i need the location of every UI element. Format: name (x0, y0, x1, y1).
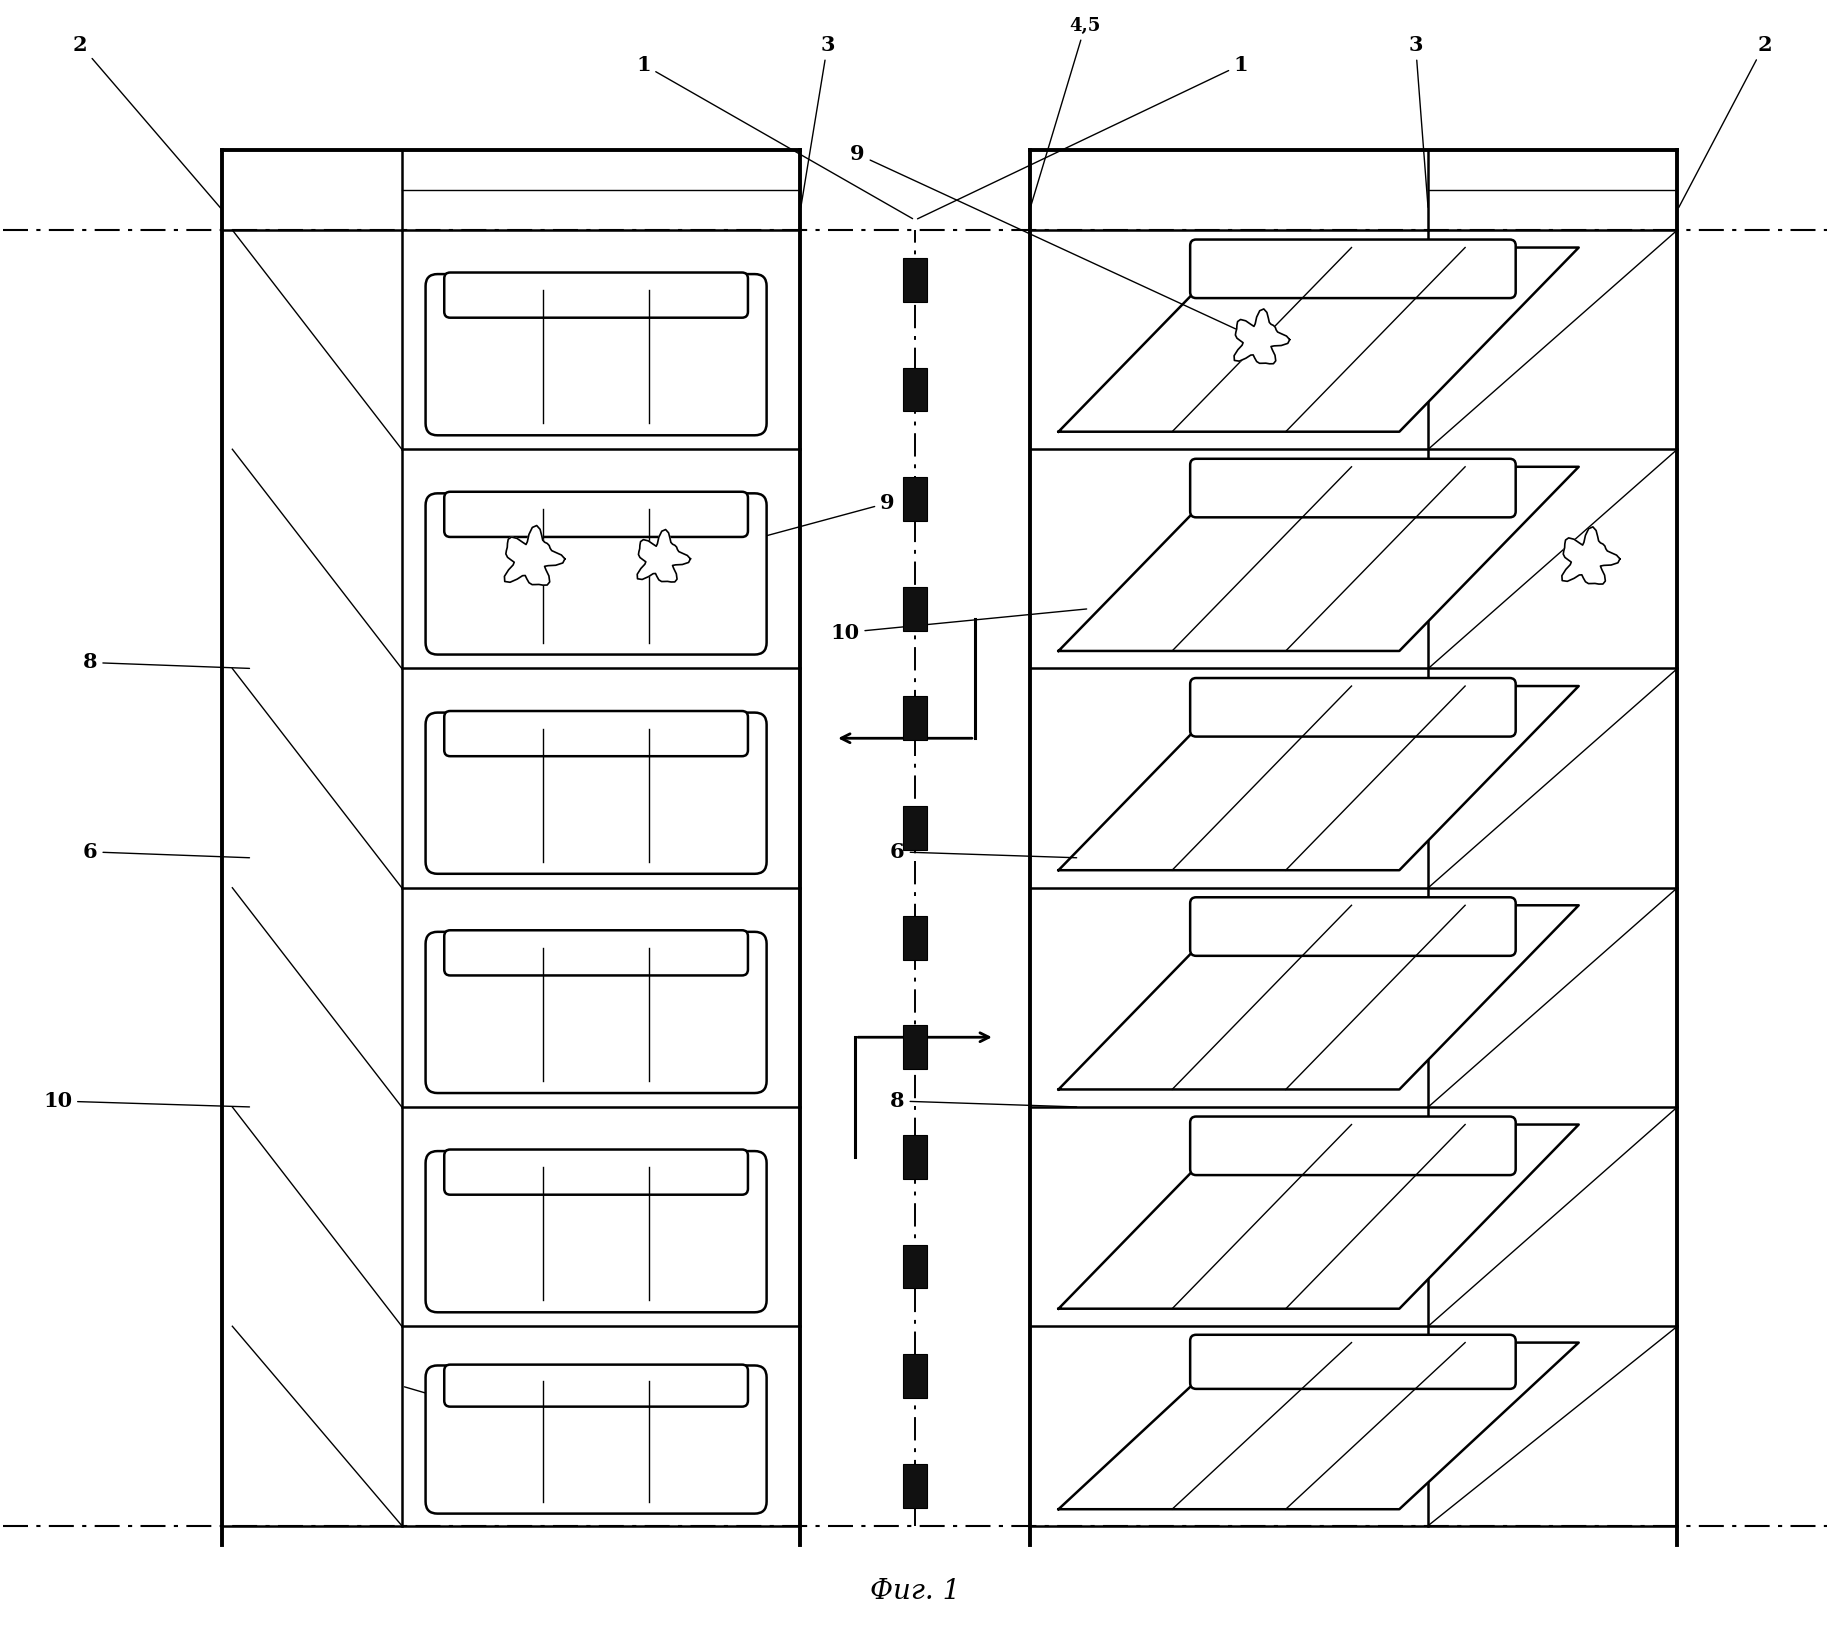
Text: 4,5: 4,5 (404, 1387, 672, 1470)
Text: 8: 8 (82, 653, 249, 672)
FancyBboxPatch shape (1190, 897, 1515, 956)
Bar (902, 1244, 928, 1288)
Bar (902, 368, 928, 412)
Text: 3: 3 (1409, 34, 1427, 207)
Polygon shape (637, 529, 690, 581)
Text: 1: 1 (637, 55, 913, 218)
Polygon shape (1058, 1343, 1579, 1509)
FancyBboxPatch shape (1190, 677, 1515, 736)
FancyBboxPatch shape (445, 1364, 748, 1407)
FancyBboxPatch shape (1190, 1117, 1515, 1175)
Text: 4,5: 4,5 (1030, 16, 1102, 207)
FancyBboxPatch shape (426, 713, 767, 874)
FancyBboxPatch shape (445, 711, 748, 755)
FancyBboxPatch shape (445, 272, 748, 317)
Bar (902, 806, 928, 850)
FancyBboxPatch shape (445, 492, 748, 537)
FancyBboxPatch shape (426, 1366, 767, 1514)
Text: 6: 6 (889, 842, 1076, 861)
FancyBboxPatch shape (1190, 1335, 1515, 1389)
Bar (902, 915, 928, 959)
Polygon shape (1561, 527, 1620, 584)
Text: 3: 3 (802, 34, 834, 207)
Text: 2: 2 (73, 34, 221, 208)
Polygon shape (1058, 1125, 1579, 1309)
FancyBboxPatch shape (445, 930, 748, 975)
Polygon shape (1058, 247, 1579, 431)
Text: 9: 9 (683, 493, 895, 558)
Polygon shape (1058, 905, 1579, 1089)
Text: 6: 6 (82, 842, 249, 861)
Text: 2: 2 (1678, 34, 1771, 208)
Bar (902, 1464, 928, 1508)
Text: 10: 10 (42, 1091, 249, 1110)
FancyBboxPatch shape (1190, 459, 1515, 518)
Bar (902, 477, 928, 521)
Bar (902, 1354, 928, 1398)
FancyBboxPatch shape (1190, 239, 1515, 298)
Text: 10: 10 (831, 609, 1087, 643)
Polygon shape (1058, 467, 1579, 651)
FancyBboxPatch shape (426, 493, 767, 654)
FancyBboxPatch shape (445, 1149, 748, 1195)
Text: 1: 1 (917, 55, 1248, 218)
FancyBboxPatch shape (426, 931, 767, 1092)
Bar (902, 257, 928, 301)
Polygon shape (1233, 309, 1290, 363)
Text: 9: 9 (851, 145, 1257, 339)
FancyBboxPatch shape (426, 1151, 767, 1312)
Bar (902, 1135, 928, 1179)
FancyBboxPatch shape (426, 274, 767, 435)
Bar (902, 586, 928, 630)
Bar (902, 1026, 928, 1070)
Text: Фиг. 1: Фиг. 1 (869, 1578, 961, 1605)
Polygon shape (1058, 685, 1579, 871)
Polygon shape (505, 526, 565, 584)
Bar (902, 697, 928, 741)
Text: 8: 8 (889, 1091, 1076, 1110)
